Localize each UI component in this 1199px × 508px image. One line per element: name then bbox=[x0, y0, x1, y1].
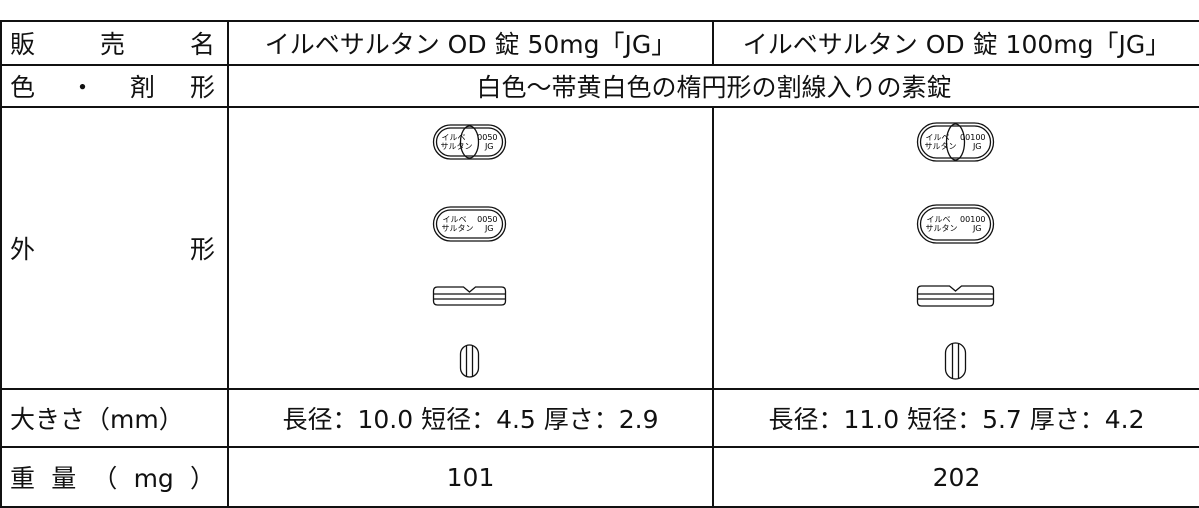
imprint: イルベ bbox=[927, 215, 951, 224]
imprint: JG bbox=[972, 142, 982, 151]
tablet-outline bbox=[432, 124, 507, 160]
imprint: 00100 bbox=[960, 133, 985, 142]
cell: 202 bbox=[712, 446, 1199, 508]
imprint: 0050 bbox=[477, 133, 497, 142]
row: 外形 イルベ サルタン 0050 JG イルベ サルタン 0050 JG イルベ サルタン 001… bbox=[0, 106, 1199, 390]
tablet-outline bbox=[432, 206, 507, 242]
end-view bbox=[459, 344, 480, 378]
imprint: サルタン bbox=[925, 142, 957, 151]
cell: イルベ サルタン 0050 JG イルベ サルタン 0050 JG bbox=[227, 106, 714, 390]
row: 重量（mg） 101 202 bbox=[0, 446, 1199, 508]
tablet-outline bbox=[916, 122, 995, 162]
row: 販売名 イルベサルタン OD 錠 50mg「JG」 イルベサルタン OD 錠 1… bbox=[0, 20, 1199, 66]
score-line bbox=[945, 123, 966, 161]
imprint: サルタン bbox=[442, 224, 474, 233]
tablet-outline bbox=[435, 209, 504, 239]
spec-table: 販売名 イルベサルタン OD 錠 50mg「JG」 イルベサルタン OD 錠 1… bbox=[0, 20, 1199, 508]
row: 大きさ（mm） 長径：10.0 短径：4.5 厚さ：2.9 長径：11.0 短径… bbox=[0, 388, 1199, 448]
tablet-outline bbox=[919, 207, 992, 241]
tablet-outline bbox=[916, 204, 995, 244]
imprint: 00100 bbox=[960, 215, 985, 224]
cell: イルベサルタン OD 錠 100mg「JG」 bbox=[712, 20, 1199, 66]
imprint: JG bbox=[484, 224, 494, 233]
label: 重量（mg） bbox=[0, 446, 229, 508]
cell: 101 bbox=[227, 446, 714, 508]
page: 販売名 イルベサルタン OD 錠 50mg「JG」 イルベサルタン OD 錠 1… bbox=[0, 20, 1199, 508]
imprint: イルベ bbox=[442, 133, 466, 142]
imprint: JG bbox=[972, 224, 982, 233]
label: 大きさ（mm） bbox=[0, 388, 229, 448]
cell: 長径：10.0 短径：4.5 厚さ：2.9 bbox=[227, 388, 714, 448]
imprint: サルタン bbox=[926, 224, 958, 233]
imprint: イルベ bbox=[443, 215, 467, 224]
end-view bbox=[944, 342, 967, 380]
label: 色・剤形 bbox=[0, 64, 229, 108]
imprint: サルタン bbox=[441, 142, 473, 151]
label: 外形 bbox=[0, 106, 229, 390]
cell: 長径：11.0 短径：5.7 厚さ：4.2 bbox=[712, 388, 1199, 448]
tablet-outline bbox=[435, 127, 504, 157]
score-line bbox=[459, 125, 480, 159]
side-view bbox=[432, 286, 507, 306]
cell: 白色～帯黄白色の楕円形の割線入りの素錠 bbox=[227, 64, 1199, 108]
cell: イルベサルタン OD 錠 50mg「JG」 bbox=[227, 20, 714, 66]
imprint: JG bbox=[484, 142, 494, 151]
imprint: イルベ bbox=[926, 133, 950, 142]
imprint: 0050 bbox=[477, 215, 497, 224]
row: 色・剤形 白色～帯黄白色の楕円形の割線入りの素錠 bbox=[0, 64, 1199, 108]
label: 販売名 bbox=[0, 20, 229, 66]
side-view bbox=[916, 285, 995, 307]
cell: イルベ サルタン 00100 JG イルベ サルタン 00100 JG bbox=[712, 106, 1199, 390]
tablet-outline bbox=[919, 125, 992, 159]
